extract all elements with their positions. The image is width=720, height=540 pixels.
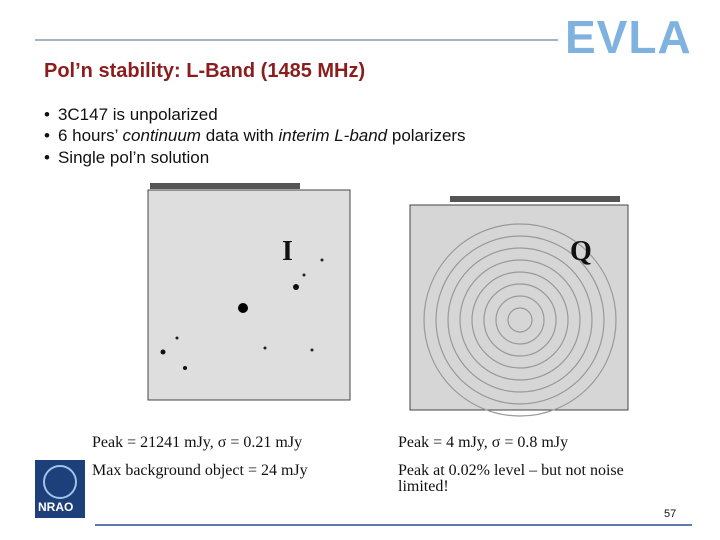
text: interim L-band [278, 126, 388, 145]
nrao-text: NRAO [38, 500, 74, 514]
evla-logo: EVLA [565, 11, 692, 63]
caption: Peak = 21241 mJy, σ = 0.21 mJy [92, 434, 303, 451]
slide-title: Pol’n stability: L-Band (1485 MHz) [44, 60, 366, 82]
page-number: 57 [664, 508, 677, 520]
text: data with [200, 126, 279, 145]
bullet: 3C147 is unpolarized [44, 105, 218, 125]
text: 6 hours’ [57, 126, 123, 145]
text: 3C147 is unpolarized [57, 105, 218, 124]
caption: Max background object = 24 mJy [92, 462, 308, 479]
caption: Peak at 0.02% level – but not noise limi… [398, 462, 624, 495]
nrao-logo [35, 460, 85, 518]
panel-label: I [282, 236, 293, 267]
q-map [409, 196, 629, 417]
caption: Peak = 4 mJy, σ = 0.8 mJy [398, 434, 569, 451]
bullet: 6 hours’ continuum data with interim L-b… [44, 126, 466, 146]
bullet: Single pol’n solution [44, 148, 209, 168]
i-map [147, 183, 351, 401]
text: polarizers [387, 126, 466, 145]
panel-label: Q [570, 236, 592, 267]
text: Single pol’n solution [57, 148, 210, 167]
text: continuum [122, 126, 201, 145]
